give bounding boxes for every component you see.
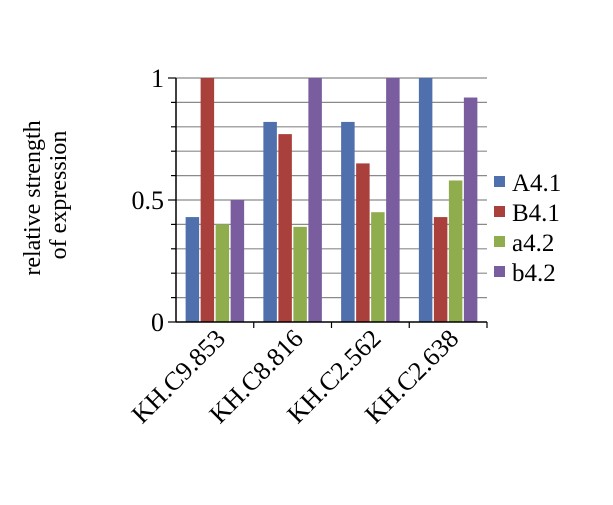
y-tick-labels: 00.51	[132, 64, 165, 337]
bar-A4.1-KH.C2.562	[341, 121, 355, 322]
legend-label-B4.1: B4.1	[512, 200, 560, 227]
bar-B4.1-KH.C2.562	[356, 163, 370, 322]
axes	[168, 77, 488, 328]
bar-A4.1-KH.C9.853	[185, 217, 200, 322]
bar-b4.2-KH.C8.816	[308, 78, 322, 322]
y-axis-label-line-2: of expression	[46, 131, 72, 260]
bar-a4.2-KH.C9.853	[215, 224, 230, 322]
bar-B4.1-KH.C8.816	[278, 134, 292, 322]
bar-b4.2-KH.C2.562	[386, 78, 400, 322]
y-axis-label: relative strength of expression	[20, 114, 72, 275]
y-axis-label-line-1: relative strength	[20, 120, 46, 275]
bar-b4.2-KH.C2.638	[463, 97, 478, 323]
bar-A4.1-KH.C2.638	[418, 78, 433, 322]
bars	[185, 78, 478, 323]
legend-swatch-a4.2	[494, 236, 505, 247]
bar-a4.2-KH.C2.562	[371, 212, 385, 322]
bar-a4.2-KH.C2.638	[448, 180, 463, 322]
legend-label-a4.2: a4.2	[512, 230, 554, 257]
legend-label-b4.2: b4.2	[512, 260, 556, 287]
bar-B4.1-KH.C2.638	[433, 217, 448, 322]
y-tick-label: 1	[151, 64, 164, 93]
bar-A4.1-KH.C8.816	[263, 121, 277, 322]
y-tick-label: 0	[151, 308, 164, 337]
bar-b4.2-KH.C9.853	[230, 200, 245, 322]
legend-swatch-b4.2	[494, 266, 505, 277]
bar-B4.1-KH.C9.853	[200, 78, 215, 322]
y-tick-label: 0.5	[132, 186, 165, 215]
legend: A4.1 B4.1 a4.2 b4.2	[494, 170, 561, 287]
legend-swatch-A4.1	[494, 176, 505, 187]
bar-a4.2-KH.C8.816	[293, 226, 307, 322]
legend-label-A4.1: A4.1	[512, 170, 561, 197]
legend-swatch-B4.1	[494, 206, 505, 217]
